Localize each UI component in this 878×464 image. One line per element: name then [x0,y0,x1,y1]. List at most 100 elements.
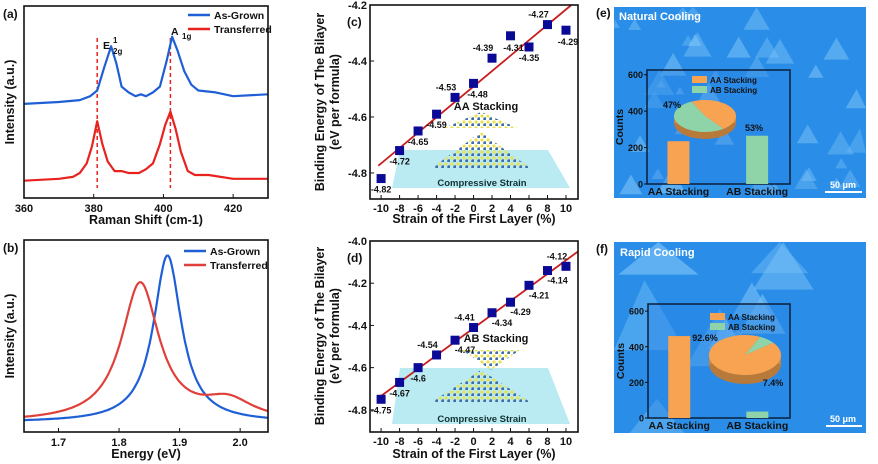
data-point [376,174,386,184]
legend-label-as-grown: As-Grown [210,246,260,258]
mos2-flake [614,19,620,28]
y-tick-label: -4.4 [348,56,368,68]
panel-label-b: (b) [3,241,18,255]
data-point [450,335,460,345]
fit-line [377,250,579,399]
x-tick-label: 400 [154,203,172,215]
peak-label-a1g-main: A [171,26,179,38]
pie-slice-ab-stacking [745,336,774,355]
legend-a: As-Grown Transferred [188,10,272,36]
y-tick-label: -4.2 [348,0,367,12]
x-tick-label: 2 [489,203,495,215]
data-label: -4.21 [529,290,550,300]
y-tick-label: 0 [638,180,643,190]
panel-label-e: (e) [596,6,611,20]
data-label: -4.72 [389,157,410,167]
series-line-transferred [24,281,268,418]
pie-percent-label: 53% [745,123,763,133]
x-tick-label: 10 [560,436,572,448]
top-layer-lattice [444,112,518,128]
micrograph-title-e: Natural Cooling [619,11,701,23]
panel-b: (b) 1.7 1.8 1.9 2.0 Energy (eV) Intensity (… [3,239,269,461]
y-tick-label: 400 [628,107,643,117]
mos2-flake [732,282,772,317]
x-tick-label: -6 [413,436,423,448]
mos2-flake [743,7,770,30]
data-point [524,280,534,290]
x-tick-label: -2 [450,203,460,215]
mos2-flake [619,174,643,195]
data-point [487,308,497,318]
mos2-flake [801,167,817,181]
y-tick-label: 400 [629,342,644,352]
mos2-flake [827,131,854,155]
mos2-flake [681,35,695,46]
data-point [542,266,552,276]
legend-swatch [692,86,707,93]
y-tick-label: -4.4 [348,320,368,332]
peak-label-e2g: E 1 2g [103,36,122,56]
x-tick-label: 2.0 [233,437,248,449]
mos2-flake [769,182,780,191]
scale-bar-label-f: 50 μm [830,414,856,424]
plot-frame-a [23,5,269,199]
mos2-flake [675,86,685,95]
y-tick-label: -4.8 [348,168,367,180]
legend-label-transferred: Transferred [214,24,272,36]
mos2-flake [823,37,850,60]
x-tick-label: 8 [544,436,550,448]
mos2-flake [808,64,824,78]
x-category-label: AB Stacking [726,420,788,432]
y-tick-label: 0 [639,414,644,424]
data-label: -4.59 [426,120,447,130]
data-point [432,350,442,360]
pie-slice-ab-stacking [674,101,724,132]
mos2-flake [644,69,675,96]
data-point [561,261,571,271]
data-label: -4.6 [410,374,426,384]
data-label: -4.54 [417,340,438,350]
x-tick-label: 6 [526,203,532,215]
bottom-layer-lattice [432,370,530,402]
x-tick-label: -10 [373,203,389,215]
legend-label: AA Stacking [728,313,775,322]
legend-label-as-grown: As-Grown [214,10,264,22]
peak-label-a1g-sub: 1g [182,32,191,41]
y-tick-label: 200 [629,378,644,388]
data-point [506,31,516,41]
strain-illustration-aa: AA Stacking Compressive Strain [392,101,570,189]
y-tick-label: -4.6 [348,363,367,375]
x-tick-label: -8 [395,436,405,448]
data-label: -4.14 [547,276,568,286]
mos2-flake [707,69,724,83]
data-label: -4.27 [528,10,549,20]
peak-label-e2g-sub: 2g [113,47,122,56]
bottom-layer-lattice [432,132,530,168]
legend-swatch [710,313,725,320]
y-axis-title-a: Intensity (a.u.) [3,60,17,145]
mos2-flake [726,36,751,58]
data-label: -4.29 [558,37,579,47]
y-tick-label: 600 [629,307,644,317]
peak-label-a1g: A 1g [171,26,191,41]
x-tick-label: -2 [450,436,460,448]
series-line-as-grown [24,254,268,422]
x-axis-title-c: Strain of the First Layer (%) [392,212,555,226]
peak-label-e2g-sup: 1 [113,36,118,45]
legend-label: AB Stacking [710,86,757,95]
compressive-strain-caption: Compressive Strain [437,414,526,425]
top-layer-lattice [462,350,520,370]
plot-frame-b [23,239,269,433]
mos2-flake [751,242,809,274]
mos2-flake [835,157,848,169]
mos2-flake [683,7,703,17]
y-axis-subtitle-d: (eV per formula) [328,288,342,384]
mos2-flake [656,79,666,88]
data-point [376,394,386,404]
y-axis-title: Counts [614,109,626,145]
y-tick-label: 600 [628,70,643,80]
x-axis-title-b: Energy (eV) [111,447,180,461]
panel-f: (f) Rapid Cooling 50 μm 0 200 400 600 Counts… [596,242,866,433]
data-point [542,20,552,30]
